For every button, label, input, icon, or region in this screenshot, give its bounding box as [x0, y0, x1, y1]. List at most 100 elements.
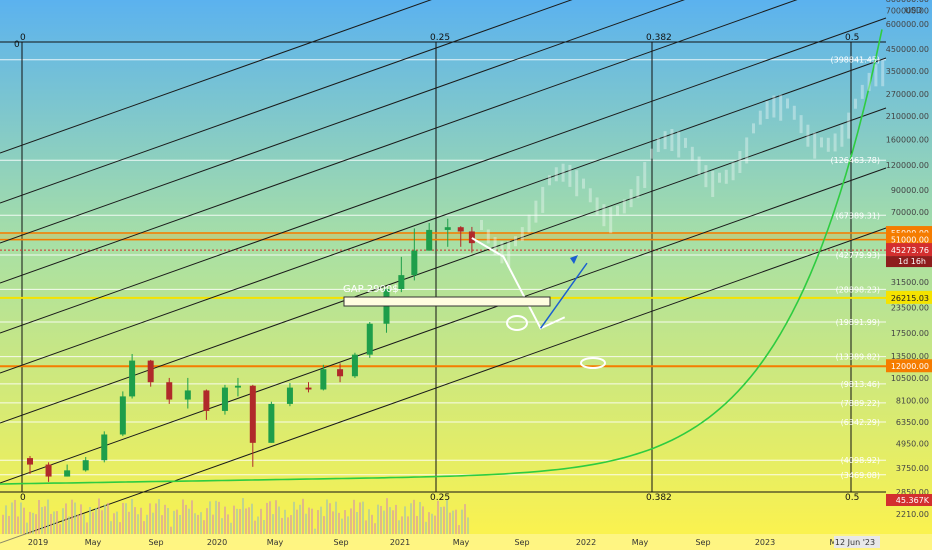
- volume-bar: [335, 501, 337, 534]
- price-tick-label: 31500.00: [891, 278, 929, 287]
- price-tick-label: 700000.00: [886, 7, 929, 16]
- volume-bar: [236, 508, 238, 534]
- price-tick-label: 8100.00: [896, 397, 929, 406]
- volume-bar: [212, 514, 214, 534]
- volume-bar: [278, 506, 280, 534]
- candle-body: [82, 460, 89, 471]
- volume-bar: [287, 517, 289, 534]
- volume-bar: [173, 510, 175, 534]
- volume-bar: [119, 522, 121, 534]
- volume-bar: [263, 520, 265, 534]
- projection-candle: [813, 132, 817, 159]
- channel-line: [0, 17, 887, 334]
- volume-bar: [407, 516, 409, 534]
- candles-layer: [27, 60, 885, 482]
- projection-candle: [568, 164, 572, 187]
- projection-candle: [629, 189, 633, 208]
- projection-candle: [650, 148, 653, 159]
- volume-bar: [227, 514, 229, 534]
- volume-bar: [269, 501, 271, 534]
- volume-bar: [167, 508, 169, 534]
- volume-bar: [356, 512, 358, 534]
- candle-body: [305, 387, 312, 390]
- time-tick-label: May: [453, 538, 470, 547]
- volume-bar: [440, 506, 442, 534]
- candle-body: [203, 390, 210, 411]
- projection-candle: [697, 156, 701, 175]
- volume-bar: [5, 505, 7, 534]
- time-tick-label: 2020: [207, 538, 227, 547]
- volume-bar: [251, 503, 253, 534]
- volume-bar: [83, 514, 85, 534]
- volume-bar: [188, 508, 190, 534]
- volume-bar: [71, 499, 73, 534]
- price-badge-label: 12000.00: [891, 362, 929, 371]
- countdown-badge: [886, 256, 932, 268]
- volume-bar: [140, 507, 142, 534]
- volume-bar: [458, 525, 460, 534]
- volume-bar: [32, 512, 34, 534]
- price-tick-label: 350000.00: [886, 67, 929, 76]
- volume-bar: [158, 499, 160, 534]
- time-tick-label: May: [632, 538, 649, 547]
- volume-bar: [311, 508, 313, 534]
- volume-bar: [17, 516, 19, 534]
- volume-bar: [338, 512, 340, 534]
- volume-bar: [164, 504, 166, 534]
- price-badge: [886, 290, 932, 304]
- price-tick-label: 90000.00: [891, 186, 929, 195]
- volume-bar: [344, 510, 346, 534]
- volume-bar: [365, 520, 367, 534]
- time-tick-label: Sep: [333, 538, 348, 547]
- volume-bar: [362, 501, 364, 534]
- volume-bar: [341, 518, 343, 534]
- volume-bar: [317, 510, 319, 534]
- volume-badge: [886, 494, 932, 506]
- candle-body: [249, 385, 256, 443]
- candle-body: [221, 387, 228, 411]
- projection-candle: [752, 123, 755, 134]
- volume-bar: [197, 514, 199, 534]
- candle-body: [411, 250, 418, 276]
- candle-body: [166, 382, 173, 400]
- projection-candle: [724, 169, 728, 184]
- price-tick-label: 210000.00: [886, 112, 929, 121]
- volume-bar: [248, 507, 250, 534]
- volume-bar: [86, 522, 88, 534]
- level-label: (42779.93): [836, 251, 880, 260]
- volume-bar: [299, 504, 301, 534]
- projection-candle: [575, 170, 579, 197]
- volume-bar: [374, 523, 376, 534]
- projection-candle: [867, 72, 871, 91]
- target-circle: [506, 315, 528, 331]
- volume-bar: [434, 515, 436, 534]
- volume-bar: [113, 513, 115, 534]
- volume-bar: [449, 512, 451, 534]
- volume-bar: [146, 514, 148, 534]
- candle-body: [147, 360, 154, 383]
- candle-body: [366, 323, 373, 355]
- candle-body: [184, 390, 191, 400]
- candle-body: [45, 464, 52, 477]
- volume-bar: [98, 498, 100, 534]
- projection-candle: [486, 229, 490, 244]
- volume-bar: [377, 504, 379, 534]
- projection-candle: [554, 167, 558, 182]
- channel-line: [0, 57, 887, 374]
- volume-bar: [305, 513, 307, 534]
- volume-bar: [50, 513, 52, 534]
- volume-bar: [320, 506, 322, 534]
- volume-bar: [380, 505, 382, 534]
- volume-bar: [464, 504, 466, 534]
- price-tick-label: 270000.00: [886, 90, 929, 99]
- projection-candle: [480, 220, 483, 230]
- volume-bar: [461, 509, 463, 534]
- volume-bar: [26, 522, 28, 534]
- projection-candle: [643, 161, 647, 188]
- projection-candle: [731, 162, 735, 181]
- volume-bar: [431, 513, 433, 534]
- projection-candle: [881, 60, 885, 87]
- channel-line: [0, 107, 887, 424]
